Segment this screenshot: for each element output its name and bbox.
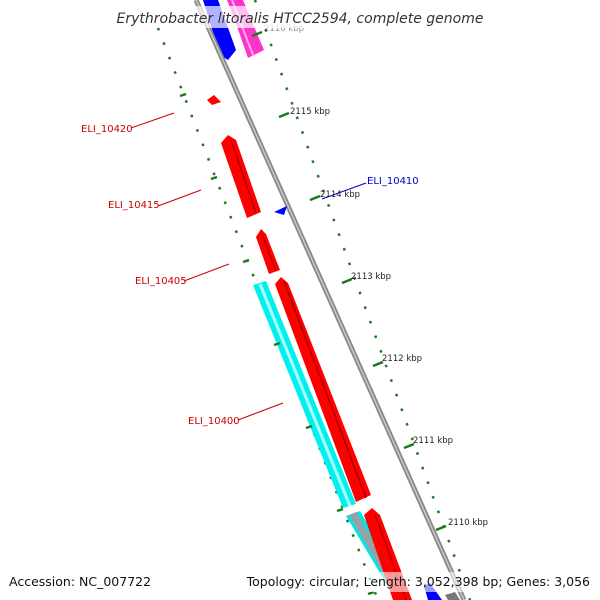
gene-label-eli-10400: ELI_10400 xyxy=(188,416,240,427)
tick-label-2114: 2114 kbp xyxy=(320,190,360,200)
gene-label-eli-10405: ELI_10405 xyxy=(135,276,187,287)
tick-mark-2111 xyxy=(403,442,415,450)
leader-eli-10420 xyxy=(130,112,175,129)
inner-tick xyxy=(367,590,375,596)
grey-bottom xyxy=(445,592,460,600)
cds-eli-10410 xyxy=(274,206,287,215)
inner-tick xyxy=(336,507,344,513)
accession-text: Accession: NC_007722 xyxy=(9,574,151,589)
tick-mark-2116 xyxy=(251,30,263,38)
tick-label-2110: 2110 kbp xyxy=(448,518,488,528)
tick-mark-2115 xyxy=(278,111,290,119)
tick-label-2113: 2113 kbp xyxy=(351,272,391,282)
inner-tick xyxy=(273,341,281,347)
tick-mark-2114 xyxy=(309,194,321,202)
gc-track-long-highlight xyxy=(258,283,352,507)
footer-backdrop-right xyxy=(258,572,594,592)
tick-mark-2112 xyxy=(372,360,384,368)
cds-eli-10420 xyxy=(207,95,221,105)
gene-label-eli-10410: ELI_10410 xyxy=(367,176,419,187)
tick-label-2115: 2115 kbp xyxy=(290,107,330,117)
footer-backdrop-left xyxy=(6,572,148,592)
leader-eli-10410 xyxy=(321,182,367,200)
tick-label-2111: 2111 kbp xyxy=(413,436,453,446)
title-backdrop xyxy=(118,6,482,28)
leader-eli-10415 xyxy=(157,189,202,207)
leader-eli-10400 xyxy=(237,402,284,421)
cds-eli-10405-shade xyxy=(261,233,277,272)
inner-tick xyxy=(242,258,250,264)
map-title: Erythrobacter litoralis HTCC2594, comple… xyxy=(117,11,484,27)
tick-label-2116: 2116 kbp xyxy=(264,24,304,34)
tick-mark-2113 xyxy=(341,277,353,285)
genome-summary-text: Topology: circular; Length: 3,052,398 bp… xyxy=(246,574,590,589)
tick-mark-2110 xyxy=(435,524,447,532)
gene-label-eli-10415: ELI_10415 xyxy=(108,200,160,211)
gene-label-eli-10420: ELI_10420 xyxy=(81,124,133,135)
genome-backbone-highlight xyxy=(195,0,465,600)
tick-label-2112: 2112 kbp xyxy=(382,354,422,364)
cds-eli-10415-shade xyxy=(230,139,257,214)
inner-tick xyxy=(179,92,187,98)
cds-eli-10400-shade xyxy=(283,280,367,499)
inner-tick xyxy=(305,424,313,430)
cds-eli-10415 xyxy=(221,135,261,218)
leader-eli-10405 xyxy=(183,263,230,282)
cds-eli-10400 xyxy=(275,277,371,502)
inner-tick xyxy=(210,175,218,181)
